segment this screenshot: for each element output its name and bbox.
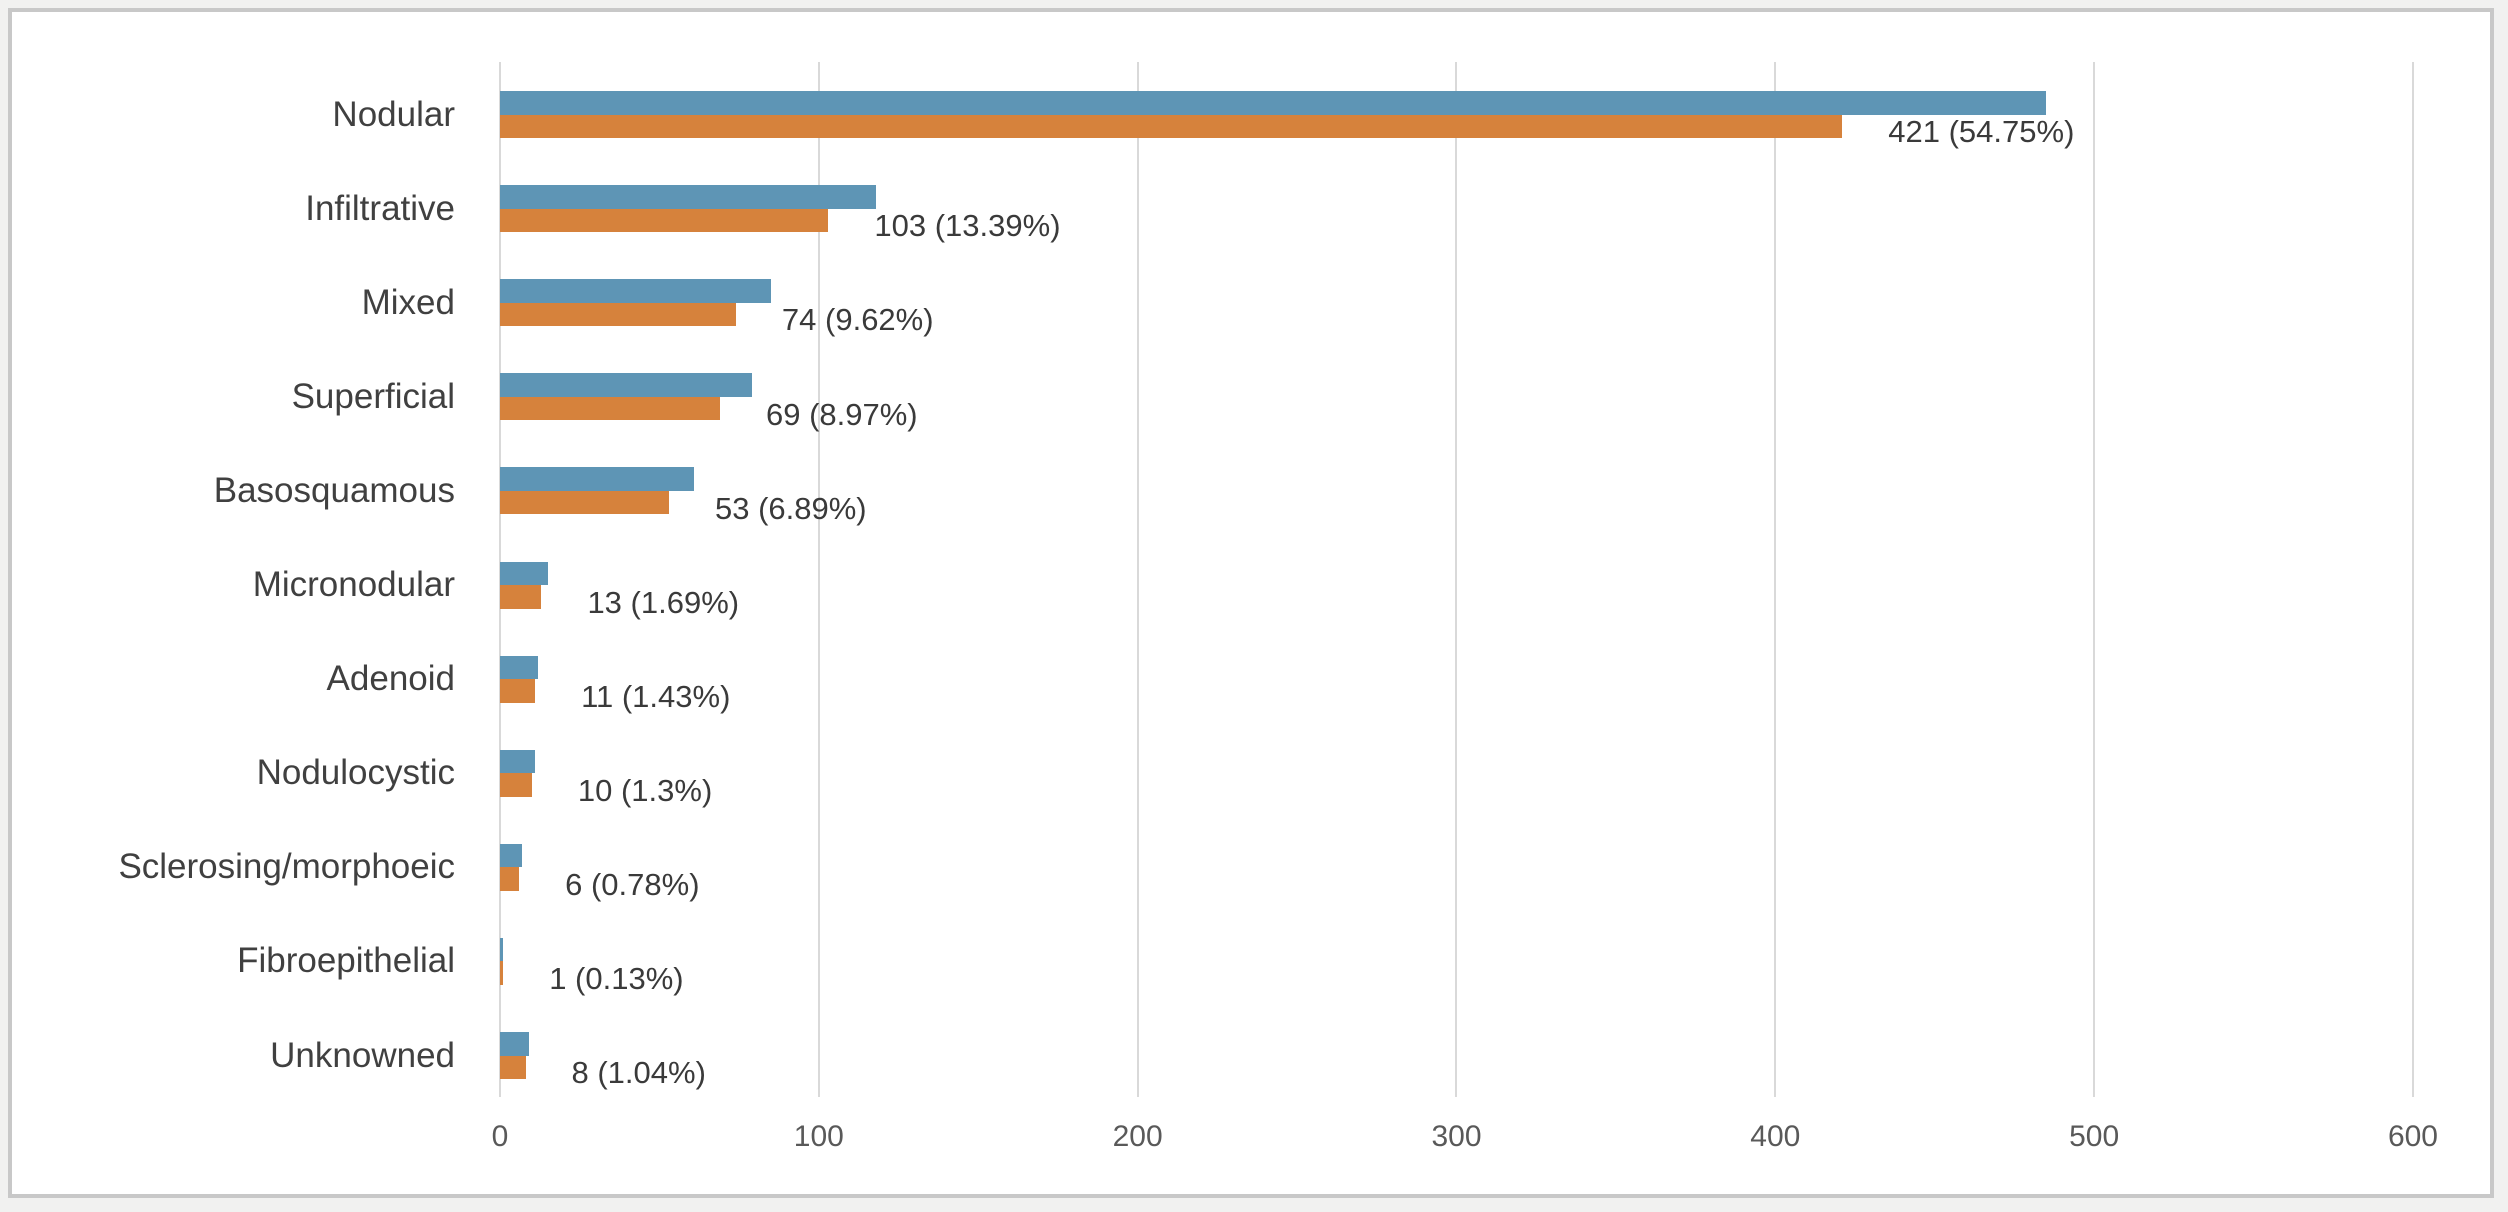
category-label: Mixed — [361, 282, 455, 322]
bar-orange — [500, 1055, 526, 1079]
bar-orange — [500, 396, 720, 421]
data-label: 11 (1.43%) — [581, 678, 731, 714]
bar-blue — [500, 1032, 529, 1056]
data-label: 1 (0.13%) — [549, 961, 684, 997]
bar-blue — [500, 843, 523, 868]
chart-frame — [8, 8, 2494, 1198]
category-label: Superficial — [291, 376, 455, 416]
bar-blue — [500, 561, 548, 585]
bar-orange — [500, 490, 669, 515]
data-label: 421 (54.75%) — [1888, 114, 2075, 150]
data-label: 74 (9.62%) — [781, 302, 934, 338]
data-label: 6 (0.78%) — [565, 867, 700, 903]
bar-orange — [500, 961, 504, 985]
bar-orange — [500, 302, 736, 327]
category-label: Fibroepithelial — [237, 941, 455, 981]
bar-blue — [500, 467, 695, 491]
x-axis-tick-label: 200 — [1112, 1120, 1163, 1153]
x-axis-tick-label: 300 — [1431, 1120, 1482, 1153]
bar-blue — [500, 91, 2047, 115]
x-axis-tick-label: 600 — [2387, 1120, 2438, 1153]
bar-blue — [500, 937, 504, 962]
category-label: Sclerosing/morphoeic — [118, 847, 455, 887]
category-label: Unknowned — [270, 1035, 455, 1075]
gridline — [2093, 62, 2096, 1097]
data-label: 10 (1.3%) — [577, 772, 713, 808]
bar-orange — [500, 773, 532, 797]
bar-blue — [500, 279, 771, 303]
category-label: Nodular — [332, 94, 455, 134]
bar-orange — [500, 208, 829, 233]
gridline — [1136, 62, 1139, 1097]
category-label: Nodulocystic — [256, 753, 455, 793]
bar-orange — [500, 114, 1843, 138]
gridline — [817, 62, 820, 1097]
gridline — [1455, 62, 1458, 1097]
bar-blue — [500, 655, 539, 680]
gridline — [2411, 62, 2414, 1097]
data-label: 8 (1.04%) — [571, 1055, 706, 1091]
data-label: 53 (6.89%) — [714, 490, 867, 526]
data-label: 69 (8.97%) — [765, 396, 918, 432]
data-label: 13 (1.69%) — [587, 584, 740, 620]
bar-orange — [500, 679, 536, 703]
category-label: Adenoid — [326, 659, 455, 699]
bar-orange — [500, 585, 542, 609]
x-axis-tick-label: 500 — [2069, 1120, 2120, 1153]
bar-blue — [500, 749, 536, 774]
category-label: Infiltrative — [305, 188, 455, 228]
bar-orange — [500, 867, 520, 891]
category-label: Basosquamous — [213, 470, 455, 510]
data-label: 103 (13.39%) — [874, 208, 1061, 244]
x-axis-tick-label: 100 — [793, 1120, 844, 1153]
bar-blue — [500, 373, 752, 397]
gridline — [1774, 62, 1777, 1097]
category-label: Micronodular — [252, 565, 455, 604]
x-axis-tick-label: 0 — [491, 1120, 509, 1153]
bar-blue — [500, 185, 877, 209]
x-axis-tick-label: 400 — [1750, 1120, 1801, 1153]
